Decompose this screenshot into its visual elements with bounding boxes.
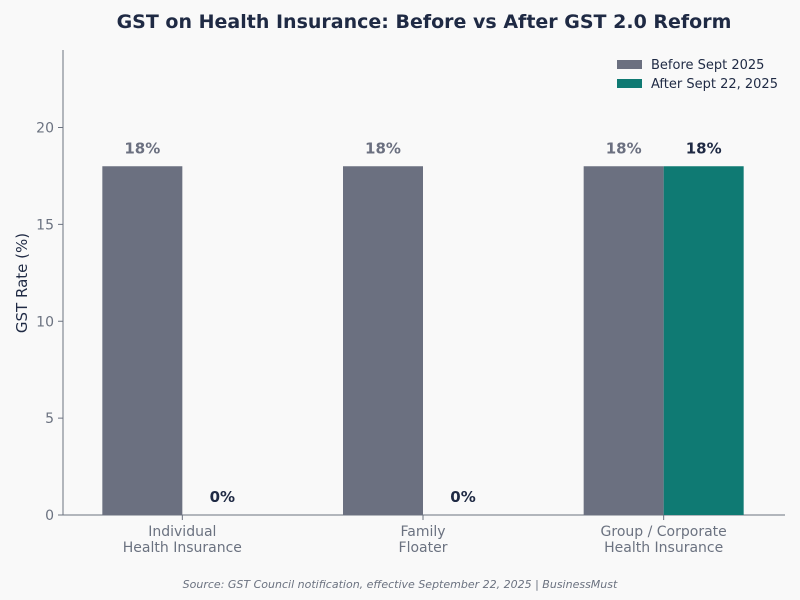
bars bbox=[102, 166, 744, 515]
y-tick-label: 0 bbox=[45, 508, 54, 524]
bar-before bbox=[343, 166, 423, 515]
category-label: Floater bbox=[399, 540, 448, 556]
bar-value-label: 18% bbox=[606, 139, 642, 157]
bar-before bbox=[583, 166, 664, 515]
legend-label: Before Sept 2025 bbox=[651, 58, 764, 73]
bar-after bbox=[663, 166, 744, 515]
value-labels: 18% 0% 18% 0% 18% 18% bbox=[124, 139, 721, 506]
bar-value-label: 18% bbox=[686, 139, 722, 157]
bar-value-label: 0% bbox=[450, 488, 475, 506]
category-label: Health Insurance bbox=[123, 540, 242, 556]
bar-before bbox=[102, 166, 183, 515]
source-note: Source: GST Council notification, effect… bbox=[183, 578, 618, 591]
legend-swatch bbox=[617, 60, 642, 69]
y-ticks: 0 5 10 15 20 bbox=[36, 121, 63, 524]
y-tick-label: 5 bbox=[45, 411, 54, 427]
legend: Before Sept 2025 After Sept 22, 2025 bbox=[617, 58, 778, 92]
category-label: Family bbox=[400, 524, 445, 540]
y-tick-label: 10 bbox=[36, 314, 54, 330]
legend-label: After Sept 22, 2025 bbox=[651, 77, 778, 92]
bar-value-label: 18% bbox=[124, 139, 160, 157]
category-label: Individual bbox=[148, 524, 216, 540]
bar-value-label: 18% bbox=[365, 139, 401, 157]
y-tick-label: 15 bbox=[36, 217, 54, 233]
bar-value-label: 0% bbox=[210, 488, 235, 506]
y-tick-label: 20 bbox=[36, 121, 54, 137]
chart-title: GST on Health Insurance: Before vs After… bbox=[117, 11, 732, 33]
legend-swatch bbox=[617, 79, 642, 88]
category-label: Group / Corporate bbox=[601, 524, 727, 540]
category-label: Health Insurance bbox=[604, 540, 723, 556]
y-axis-label: GST Rate (%) bbox=[13, 233, 31, 333]
